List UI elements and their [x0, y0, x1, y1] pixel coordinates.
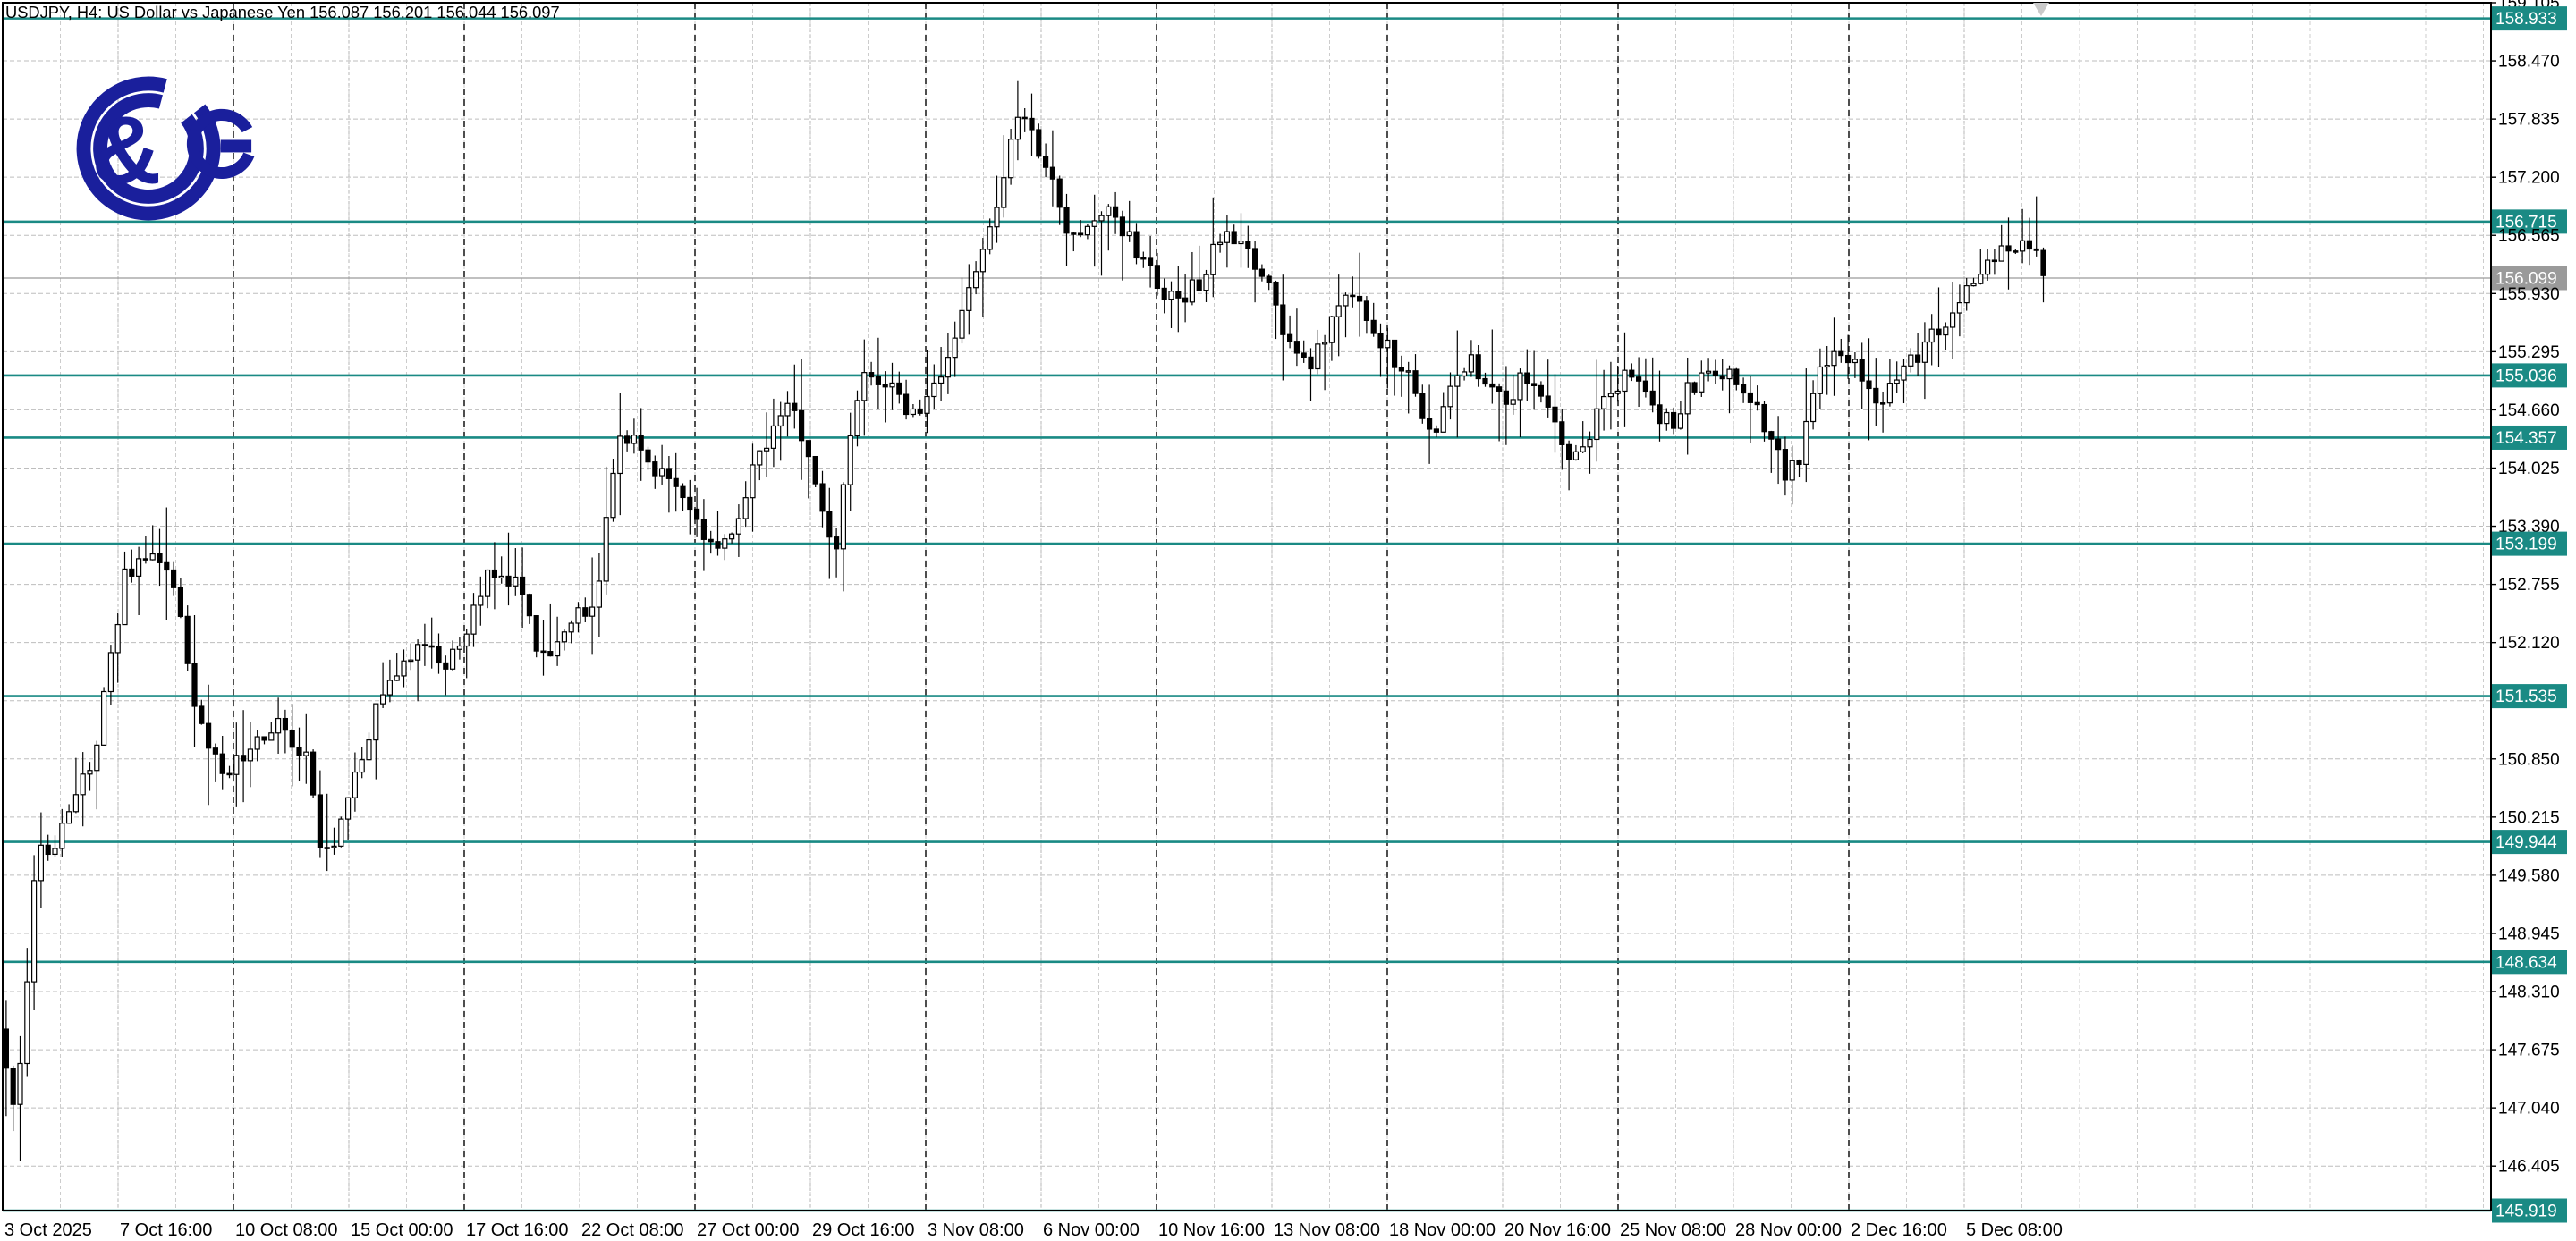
svg-text:3 Nov 08:00: 3 Nov 08:00 [928, 1220, 1024, 1240]
svg-text:152.120: 152.120 [2498, 634, 2560, 653]
svg-text:155.036: 155.036 [2496, 367, 2557, 385]
svg-text:151.535: 151.535 [2496, 688, 2557, 706]
svg-text:2 Dec 16:00: 2 Dec 16:00 [1851, 1220, 1947, 1240]
svg-text:150.850: 150.850 [2498, 750, 2560, 769]
svg-text:22 Oct 08:00: 22 Oct 08:00 [581, 1220, 684, 1240]
svg-text:&: & [92, 96, 162, 204]
svg-text:148.634: 148.634 [2496, 953, 2557, 972]
svg-text:17 Oct 16:00: 17 Oct 16:00 [466, 1220, 569, 1240]
svg-text:20 Nov 16:00: 20 Nov 16:00 [1504, 1220, 1611, 1240]
svg-text:158.470: 158.470 [2498, 53, 2560, 72]
svg-text:155.295: 155.295 [2498, 343, 2560, 362]
svg-text:10 Oct 08:00: 10 Oct 08:00 [235, 1220, 338, 1240]
svg-text:5 Dec 08:00: 5 Dec 08:00 [1966, 1220, 2063, 1240]
svg-text:156.565: 156.565 [2498, 227, 2560, 246]
svg-text:154.660: 154.660 [2498, 401, 2560, 420]
svg-text:157.835: 157.835 [2498, 111, 2560, 130]
svg-text:18 Nov 00:00: 18 Nov 00:00 [1389, 1220, 1496, 1240]
svg-text:149.944: 149.944 [2496, 833, 2557, 852]
svg-text:148.310: 148.310 [2498, 984, 2560, 1002]
svg-text:153.199: 153.199 [2496, 536, 2557, 554]
svg-text:148.945: 148.945 [2498, 924, 2560, 943]
svg-text:145.919: 145.919 [2496, 1203, 2557, 1221]
svg-text:152.755: 152.755 [2498, 576, 2560, 595]
svg-text:154.357: 154.357 [2496, 429, 2557, 448]
svg-text:150.215: 150.215 [2498, 808, 2560, 827]
svg-text:15 Oct 00:00: 15 Oct 00:00 [351, 1220, 453, 1240]
svg-text:158.933: 158.933 [2496, 10, 2557, 29]
svg-text:155.930: 155.930 [2498, 285, 2560, 304]
svg-text:6 Nov 00:00: 6 Nov 00:00 [1043, 1220, 1140, 1240]
svg-text:27 Oct 00:00: 27 Oct 00:00 [697, 1220, 800, 1240]
svg-text:29 Oct 16:00: 29 Oct 16:00 [812, 1220, 915, 1240]
svg-text:7 Oct 16:00: 7 Oct 16:00 [120, 1220, 212, 1240]
svg-text:13 Nov 08:00: 13 Nov 08:00 [1274, 1220, 1380, 1240]
svg-text:25 Nov 08:00: 25 Nov 08:00 [1620, 1220, 1726, 1240]
svg-text:149.580: 149.580 [2498, 866, 2560, 885]
svg-text:10 Nov 16:00: 10 Nov 16:00 [1158, 1220, 1265, 1240]
svg-text:3 Oct 2025: 3 Oct 2025 [4, 1220, 92, 1240]
svg-text:154.025: 154.025 [2498, 460, 2560, 478]
svg-text:147.675: 147.675 [2498, 1042, 2560, 1060]
svg-text:28 Nov 00:00: 28 Nov 00:00 [1735, 1220, 1842, 1240]
svg-text:157.200: 157.200 [2498, 169, 2560, 188]
svg-text:147.040: 147.040 [2498, 1100, 2560, 1119]
svg-text:USDJPY, H4: US Dollar vs Japa: USDJPY, H4: US Dollar vs Japanese Yen 15… [5, 3, 560, 21]
svg-text:146.405: 146.405 [2498, 1158, 2560, 1177]
